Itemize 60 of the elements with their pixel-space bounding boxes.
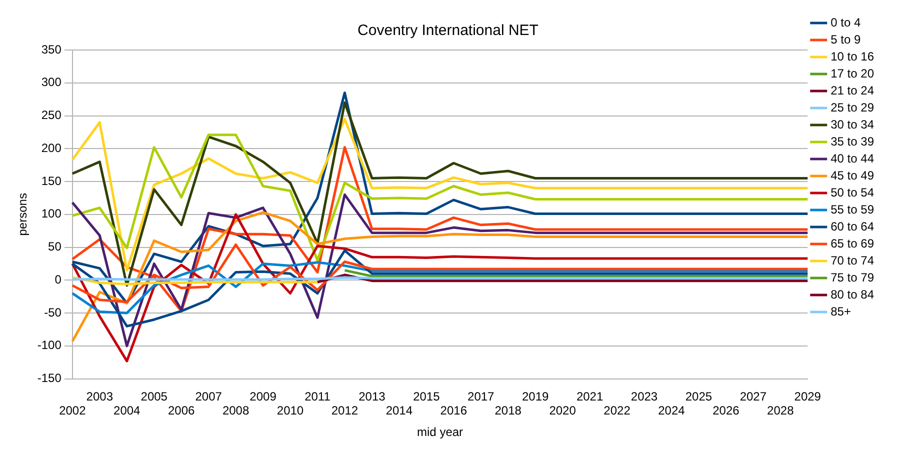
x-tick-label: 2017 (468, 389, 495, 404)
x-tick-label: 2006 (168, 404, 196, 418)
legend-label: 60 to 64 (830, 219, 874, 234)
y-tick-label: -150 (37, 371, 62, 386)
y-tick-label: 150 (41, 174, 62, 188)
legend-label: 0 to 4 (830, 15, 861, 30)
legend-label: 75 to 79 (830, 270, 874, 284)
legend-label: 10 to 16 (830, 49, 874, 64)
y-tick-label: 100 (41, 206, 62, 221)
x-tick-label: 2013 (358, 389, 386, 404)
x-tick-label: 2015 (413, 389, 440, 404)
x-tick-label: 2023 (630, 389, 658, 404)
x-tick-label: 2016 (440, 404, 468, 418)
x-tick-label: 2029 (794, 389, 822, 404)
x-tick-label: 2014 (386, 404, 413, 418)
x-tick-label: 2018 (494, 404, 522, 418)
chart-title: Coventry International NET (358, 22, 538, 40)
x-tick-label: 2019 (522, 389, 549, 404)
legend-label: 17 to 20 (830, 66, 874, 80)
x-tick-label: 2007 (195, 389, 222, 404)
legend-label: 70 to 74 (830, 253, 874, 268)
y-tick-label: 250 (41, 108, 62, 122)
legend-label: 65 to 69 (830, 236, 874, 250)
x-tick-label: 2025 (685, 389, 712, 404)
x-tick-label: 2021 (576, 389, 604, 404)
legend-label: 5 to 9 (830, 32, 861, 46)
y-tick-label: 300 (41, 75, 62, 90)
x-tick-label: 2024 (658, 404, 686, 418)
x-tick-label: 2008 (222, 404, 250, 418)
x-tick-label: 2010 (276, 404, 304, 418)
y-tick-label: -100 (37, 338, 62, 352)
legend-label: 35 to 39 (830, 134, 874, 148)
legend-label: 30 to 34 (830, 117, 874, 132)
x-tick-label: 2027 (740, 389, 767, 404)
legend-label: 85+ (830, 304, 851, 318)
y-tick-label: 0 (54, 272, 62, 286)
x-tick-label: 2011 (304, 389, 331, 404)
x-tick-label: 2002 (59, 404, 86, 418)
legend-label: 25 to 29 (830, 100, 874, 114)
y-tick-label: 350 (41, 42, 62, 56)
x-tick-label: 2022 (604, 404, 631, 418)
x-tick-label: 2020 (549, 404, 576, 418)
legend-label: 80 to 84 (830, 287, 874, 302)
x-tick-label: 2026 (712, 404, 740, 418)
y-tick-label: -50 (44, 305, 62, 320)
y-axis-title: persons (16, 193, 30, 236)
x-axis-title: mid year (417, 425, 464, 440)
legend-label: 45 to 49 (830, 168, 874, 182)
legend-label: 50 to 54 (830, 185, 874, 200)
legend-label: 21 to 24 (830, 83, 874, 98)
x-tick-label: 2005 (140, 389, 168, 404)
x-tick-label: 2004 (114, 404, 141, 418)
x-tick-label: 2012 (331, 404, 358, 418)
x-tick-label: 2028 (767, 404, 794, 418)
y-tick-label: 50 (48, 240, 62, 254)
y-tick-label: 200 (41, 140, 62, 155)
legend-label: 40 to 44 (830, 151, 874, 166)
legend-label: 55 to 59 (830, 202, 874, 216)
x-tick-label: 2009 (250, 389, 277, 404)
x-tick-label: 2003 (86, 389, 114, 404)
